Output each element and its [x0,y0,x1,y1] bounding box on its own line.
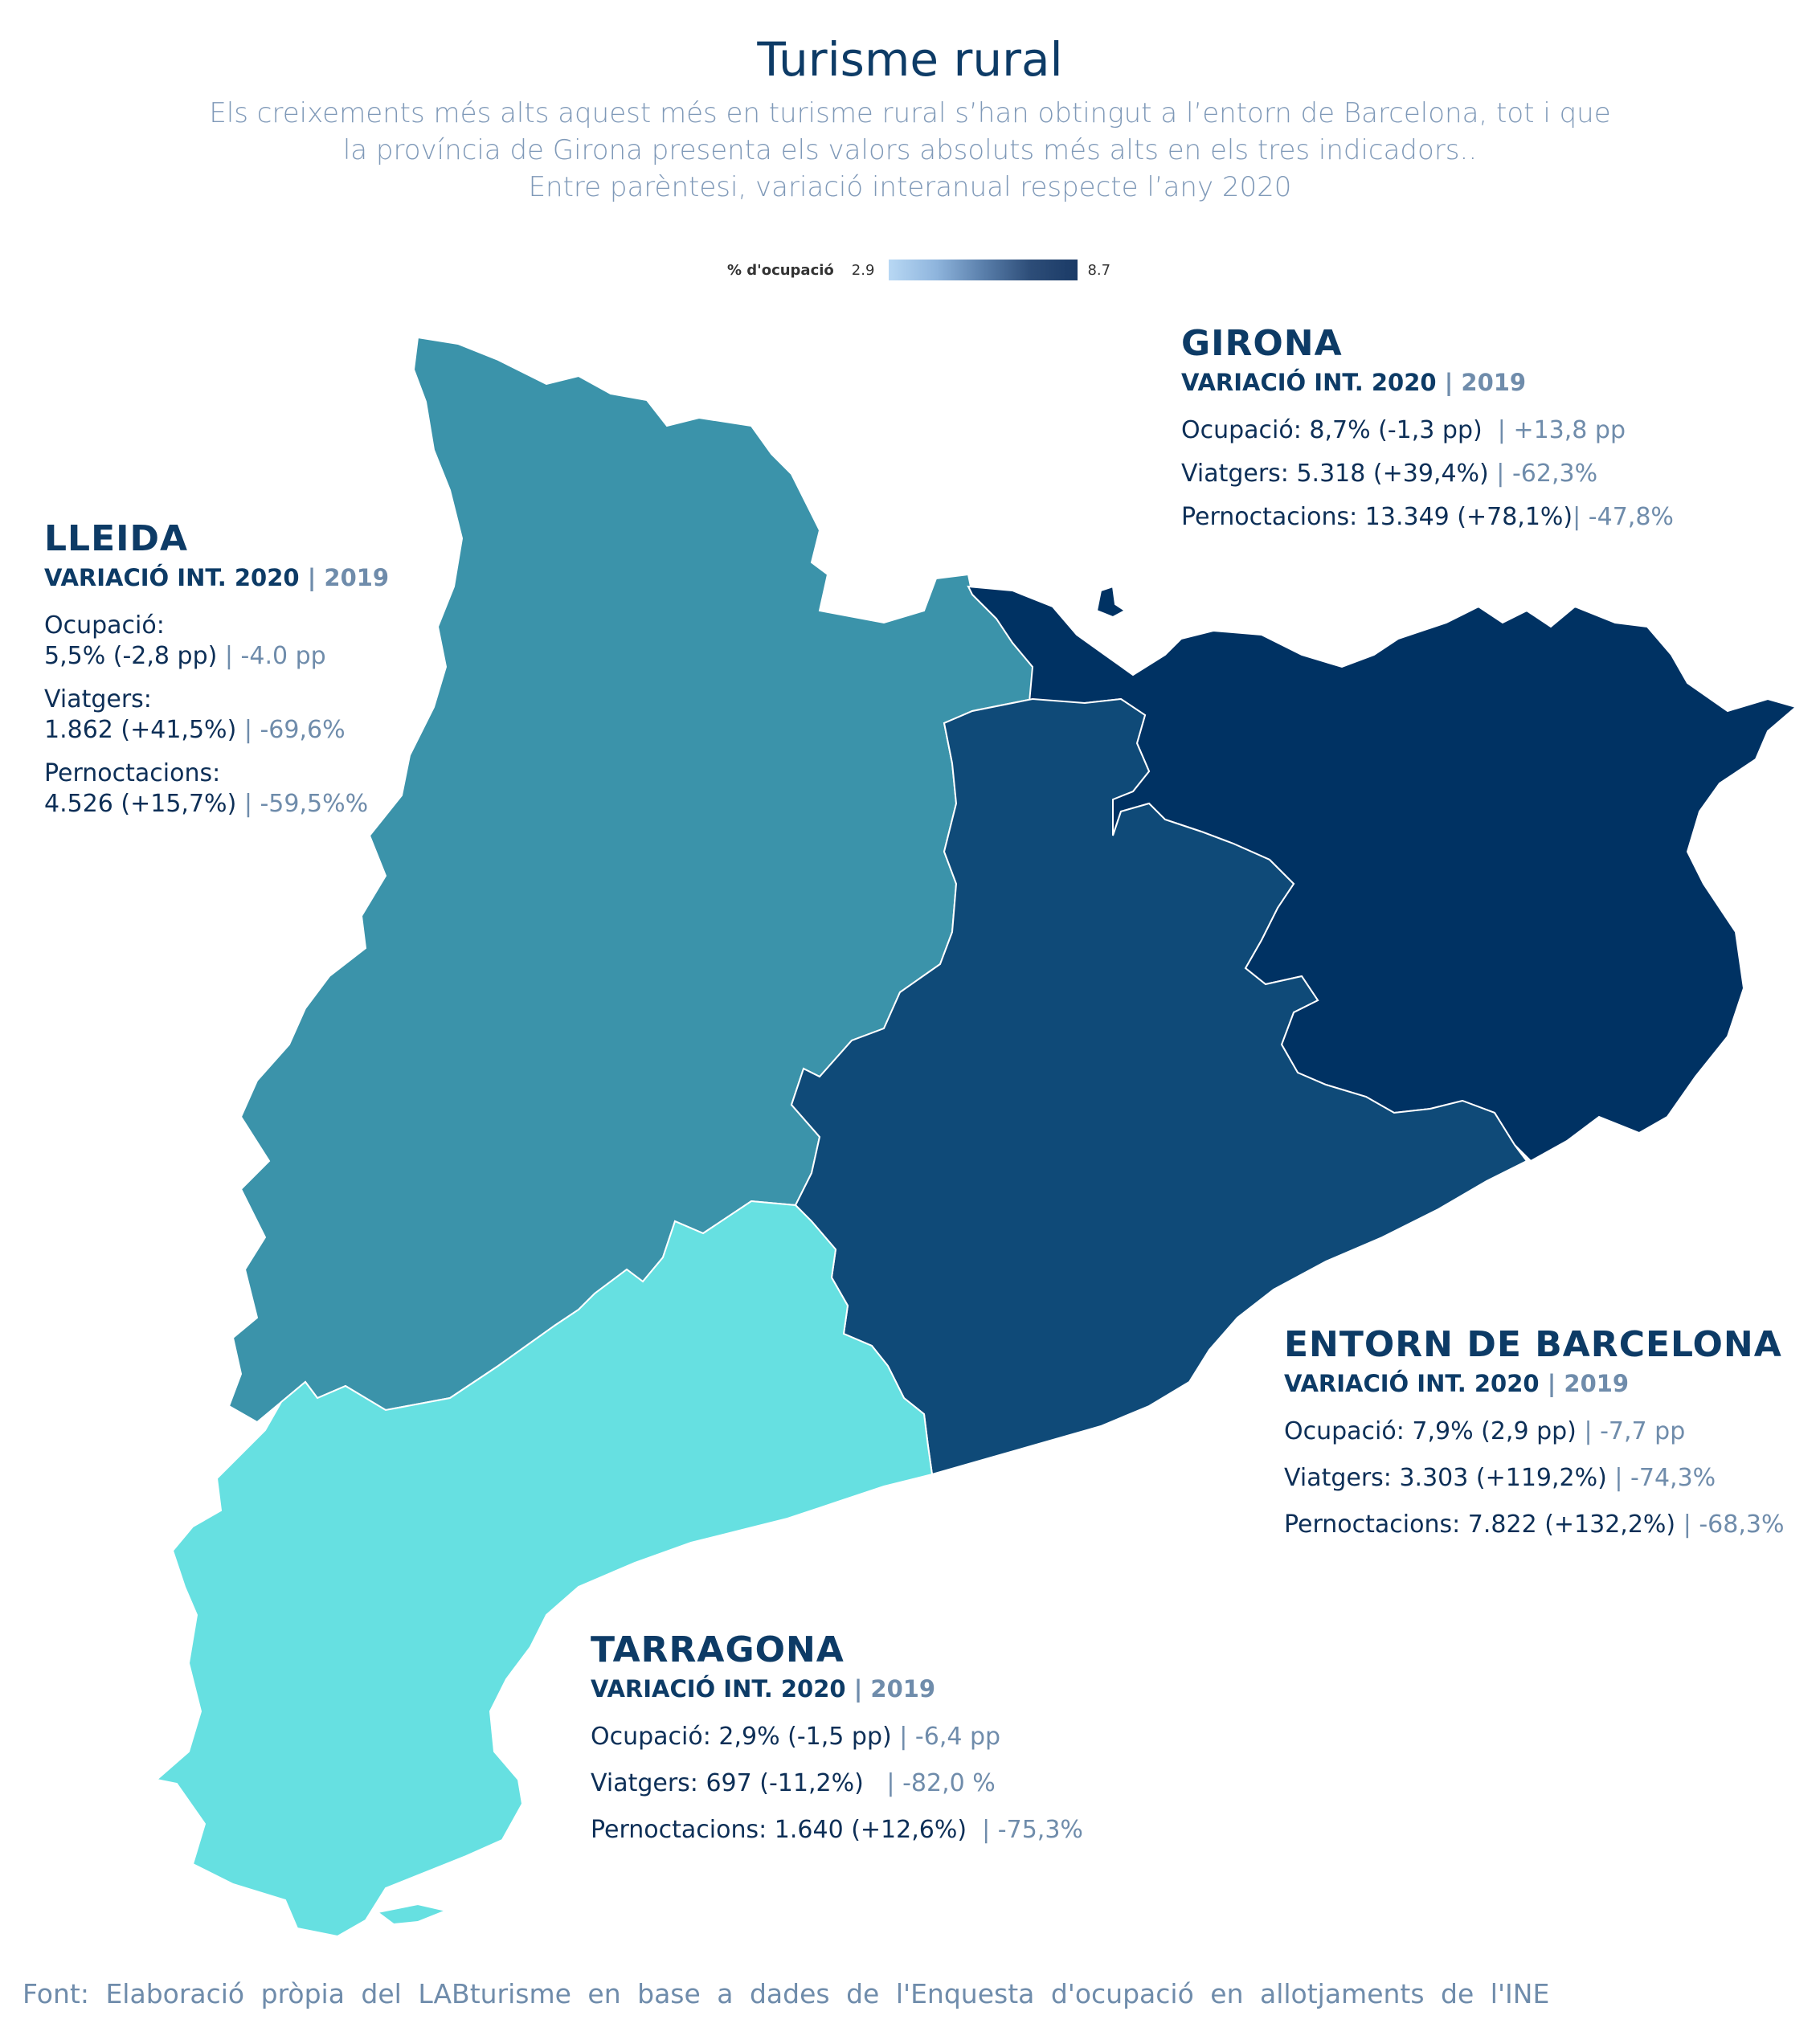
island-llivia [1095,585,1127,619]
source-note: Font: Elaboració pròpia del LABturisme e… [22,1978,1550,2009]
nights-label: Pernoctacions: [1284,1511,1461,1539]
nights-value: 1.640 (+12,6%) [774,1816,967,1844]
nights-value: 4.526 (+15,7%) [44,790,237,818]
travelers-value: 697 (-11,2%) [706,1769,864,1797]
separator: | [1444,369,1462,396]
travelers-row: Viatgers: 1.862 (+41,5%) | -69,6% [44,685,389,746]
panel-tarragona: TARRAGONA VARIACIÓ INT. 2020 | 2019 Ocup… [591,1629,1083,1846]
travelers-value: 5.318 (+39,4%) [1296,460,1489,488]
variation-heading: VARIACIÓ INT. 2020 | 2019 [44,564,389,591]
travelers-row: Viatgers: 5.318 (+39,4%) | -62,3% [1181,459,1674,489]
occupancy-value: 2,9% (-1,5 pp) [718,1723,892,1751]
travelers-value: 1.862 (+41,5%) [44,716,237,744]
occupancy-label: Ocupació: [1284,1417,1405,1445]
variation-label: VARIACIÓ INT. 2020 [44,564,300,591]
nights-row: Pernoctacions: 1.640 (+12,6%) | -75,3% [591,1815,1083,1846]
occupancy-row: Ocupació: 2,9% (-1,5 pp) | -6,4 pp [591,1722,1083,1752]
region-tarragona[interactable] [154,1200,934,1938]
region-barcelona[interactable] [790,697,1528,1476]
occupancy-2019: | -6,4 pp [899,1723,1001,1751]
panel-barcelona: ENTORN DE BARCELONA VARIACIÓ INT. 2020 |… [1284,1324,1784,1540]
map-title: Turisme rural [757,32,1063,87]
variation-heading: VARIACIÓ INT. 2020 | 2019 [591,1675,1083,1703]
subtitle-line: la província de Girona presenta els valo… [342,134,1478,166]
occupancy-row: Ocupació: 7,9% (2,9 pp) | -7,7 pp [1284,1416,1784,1447]
occupancy-row: Ocupació: 8,7% (-1,3 pp) | +13,8 pp [1181,415,1674,446]
legend-min: 2.9 [851,261,875,279]
variation-heading: VARIACIÓ INT. 2020 | 2019 [1181,369,1674,396]
variation-label: VARIACIÓ INT. 2020 [1181,369,1437,396]
travelers-2019: | -74,3% [1614,1464,1716,1492]
subtitle-line: Entre parèntesi, variació interanual res… [528,171,1292,203]
occupancy-label: Ocupació: [44,611,165,640]
nights-label: Pernoctacions: [1181,503,1358,531]
nights-2019: | -59,5%% [243,790,369,818]
legend-label: % d'ocupació [727,261,834,279]
occupancy-label: Ocupació: [591,1723,711,1751]
occupancy-value: 5,5% (-2,8 pp) [44,642,218,670]
year-label: 2019 [1461,369,1527,396]
travelers-label: Viatgers: [1284,1464,1392,1492]
travelers-2019: | -62,3% [1496,460,1598,488]
travelers-row: Viatgers: 3.303 (+119,2%) | -74,3% [1284,1463,1784,1494]
occupancy-value: 7,9% (2,9 pp) [1412,1417,1577,1445]
region-name: LLEIDA [44,518,189,559]
color-legend: % d'ocupació 2.9 8.7 [727,259,1110,281]
travelers-value: 3.303 (+119,2%) [1399,1464,1607,1492]
nights-label: Pernoctacions: [591,1816,767,1844]
separator: | [307,564,325,591]
region-name: TARRAGONA [591,1629,845,1670]
year-label: 2019 [324,564,390,591]
ebro-delta-spit [375,1903,449,1926]
variation-label: VARIACIÓ INT. 2020 [1284,1370,1540,1397]
region-name: GIRONA [1181,323,1343,364]
map-subtitle: Els creixements més alts aquest més en t… [161,95,1659,206]
nights-value: 7.822 (+132,2%) [1467,1511,1676,1539]
nights-value: 13.349 (+78,1%) [1364,503,1573,531]
occupancy-2019: | +13,8 pp [1490,416,1626,444]
region-name: ENTORN DE BARCELONA [1284,1324,1782,1365]
nights-2019: | -68,3% [1683,1511,1785,1539]
separator: | [1547,1370,1564,1397]
nights-2019: | -47,8% [1573,503,1674,531]
variation-heading: VARIACIÓ INT. 2020 | 2019 [1284,1370,1784,1397]
nights-2019: | -75,3% [974,1816,1083,1844]
legend-gradient-bar [889,260,1078,280]
legend-max: 8.7 [1087,261,1111,279]
occupancy-value: 8,7% (-1,3 pp) [1309,416,1483,444]
travelers-label: Viatgers: [44,685,152,713]
travelers-label: Viatgers: [1181,460,1289,488]
travelers-label: Viatgers: [591,1769,698,1797]
nights-label: Pernoctacions: [44,759,221,787]
travelers-row: Viatgers: 697 (-11,2%) | -82,0 % [591,1768,1083,1799]
nights-row: Pernoctacions: 4.526 (+15,7%) | -59,5%% [44,758,389,820]
occupancy-2019: | -7,7 pp [1584,1417,1686,1445]
occupancy-row: Ocupació: 5,5% (-2,8 pp) | -4.0 pp [44,611,389,672]
subtitle-line: Els creixements més alts aquest més en t… [209,97,1611,129]
travelers-2019: | -69,6% [243,716,346,744]
year-label: 2019 [870,1675,936,1703]
year-label: 2019 [1564,1370,1630,1397]
nights-row: Pernoctacions: 7.822 (+132,2%) | -68,3% [1284,1510,1784,1540]
occupancy-2019: | -4.0 pp [224,642,326,670]
nights-row: Pernoctacions: 13.349 (+78,1%)| -47,8% [1181,502,1674,533]
separator: | [853,1675,871,1703]
occupancy-label: Ocupació: [1181,416,1302,444]
panel-girona: GIRONA VARIACIÓ INT. 2020 | 2019 Ocupaci… [1181,323,1674,533]
travelers-2019: | -82,0 % [871,1769,996,1797]
panel-lleida: LLEIDA VARIACIÓ INT. 2020 | 2019 Ocupaci… [44,518,389,820]
variation-label: VARIACIÓ INT. 2020 [591,1675,846,1703]
